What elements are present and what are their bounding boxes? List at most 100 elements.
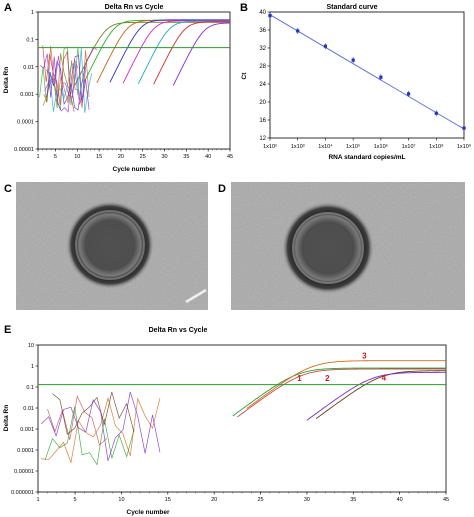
chart-e-x-axis-label: Cycle number [127, 509, 170, 516]
chart-a-x-tick-label: 5 [54, 154, 57, 160]
chart-e-series-line [315, 370, 446, 419]
chart-b-x-tick-label: 1x10⁵ [346, 143, 360, 150]
chart-a-y-tick-label: 0.00001 [14, 147, 34, 153]
chart-e-series-line [237, 368, 446, 418]
chart-e-y-tick-label: 0.001 [20, 427, 34, 433]
chart-a-x-tick-label: 25 [140, 154, 146, 160]
chart-e: Delta Rn vs Cycle 1 5 10 15 20 25 30 35 40 451010… [3, 327, 449, 516]
panel-letter-e: E [4, 324, 11, 336]
chart-e-curve-label: 3 [362, 351, 367, 360]
chart-e-series-noise [41, 396, 161, 464]
chart-b-data-point [406, 92, 411, 96]
chart-a-x-tick-label: 20 [118, 154, 124, 160]
chart-a-series-noise [42, 53, 79, 109]
chart-b-data-point [351, 58, 355, 62]
chart-b-y-tick-label: 36 [259, 28, 266, 34]
chart-e-y-tick-label: 0.0001 [17, 448, 34, 454]
chart-a-x-tick-label: 10 [74, 154, 80, 160]
chart-b-title: Standard curve [327, 4, 378, 11]
chart-e-y-tick-label: 1 [31, 364, 34, 370]
em-image-d [231, 182, 465, 310]
chart-e-series-noise [47, 395, 108, 446]
chart-b-x-tick-label: 1x10⁶ [374, 143, 388, 150]
panel-letter-c: C [4, 183, 12, 195]
chart-a-series-line [137, 20, 230, 84]
chart-b-y-tick-label: 20 [259, 100, 266, 106]
chart-a-x-tick-label: 1 [36, 154, 39, 160]
chart-e-y-axis-label: Delta Rn [3, 405, 10, 431]
chart-a-series-noise [42, 45, 75, 112]
chart-a-y-tick-label: 0.1 [26, 37, 34, 43]
chart-e-x-tick-label: 20 [211, 497, 217, 503]
chart-b-x-axis-label: RNA standard copies/mL [328, 154, 405, 161]
chart-b-y-tick-label: 32 [259, 46, 266, 52]
chart-b-x-tick-label: 1x10² [263, 144, 277, 150]
chart-b-data-point [323, 44, 328, 48]
chart-b-y-tick-label: 24 [259, 82, 266, 88]
chart-b-data-point [268, 14, 272, 18]
chart-b-data-point [296, 29, 300, 33]
chart-b-x-tick-label: 1x10⁹ [457, 143, 471, 150]
chart-b-x-tick-label: 1x10⁷ [402, 143, 416, 150]
chart-e-series-noise [41, 391, 161, 462]
chart-a-y-axis-label: Delta Rn [3, 67, 10, 93]
chart-a-y-tick-label: 1 [31, 10, 34, 16]
chart-b-fit-line [269, 14, 465, 130]
chart-b-data-point [434, 111, 438, 115]
chart-a-x-tick-label: 40 [205, 154, 211, 160]
chart-e-series-noise [44, 406, 135, 466]
chart-e-curve-label: 1 [297, 374, 302, 383]
chart-a: Delta Rn vs Cycle 1 5 10 15 20 25 30 35 40 4510.1… [3, 4, 233, 173]
chart-a-series-noise [46, 60, 86, 111]
chart-a-plot-area [37, 11, 231, 150]
chart-a-series-noise [40, 53, 90, 113]
chart-e-series-line [232, 367, 446, 417]
chart-a-y-tick-label: 0.0001 [17, 120, 34, 126]
chart-a-x-tick-label: 30 [161, 154, 167, 160]
chart-b-y-tick-label: 12 [259, 136, 266, 142]
chart-a-y-tick-label: 0.001 [20, 92, 34, 98]
chart-e-x-tick-label: 35 [350, 497, 356, 503]
chart-e-curve-label: 4 [382, 374, 387, 383]
chart-b-y-axis-label: Ct [241, 72, 248, 80]
chart-e-x-tick-label: 40 [397, 497, 403, 503]
chart-b-y-tick-label: 28 [259, 64, 266, 70]
chart-a-y-tick-label: 0.01 [23, 65, 34, 71]
chart-e-y-tick-label: 0.000001 [11, 490, 34, 496]
chart-e-x-tick-label: 15 [165, 497, 171, 503]
panel-letter-a: A [4, 2, 12, 14]
chart-a-series-line [153, 21, 230, 85]
chart-b-plot-area [269, 11, 465, 139]
chart-e-plot-area [37, 344, 447, 493]
chart-b-y-tick-label: 16 [259, 118, 266, 124]
chart-e-curve-label: 2 [325, 374, 330, 383]
chart-e-x-tick-label: 25 [257, 497, 263, 503]
chart-a-series-line [109, 19, 230, 83]
chart-a-series-line [172, 22, 230, 86]
chart-b-x-tick-label: 1x10³ [291, 144, 305, 150]
chart-a-x-tick-label: 35 [183, 154, 189, 160]
chart-a-x-tick-label: 45 [227, 154, 233, 160]
chart-e-x-tick-label: 30 [304, 497, 310, 503]
panel-letter-b: B [240, 2, 248, 14]
chart-b-data-point [462, 126, 466, 130]
chart-e-y-tick-label: 0.01 [23, 406, 34, 412]
chart-e-x-tick-label: 45 [443, 497, 449, 503]
chart-e-x-tick-label: 5 [74, 497, 77, 503]
chart-e-x-tick-label: 10 [118, 497, 124, 503]
panel-letter-d: D [218, 183, 226, 195]
chart-e-series-noise [52, 391, 135, 435]
chart-a-title: Delta Rn vs Cycle [105, 4, 164, 11]
chart-e-y-tick-label: 0.1 [26, 385, 34, 391]
chart-e-series-line [306, 371, 446, 421]
chart-e-title: Delta Rn vs Cycle [149, 327, 208, 334]
chart-a-series-noise [43, 45, 90, 108]
chart-e-y-tick-label: 0.00001 [14, 469, 34, 475]
chart-b-x-tick-label: 1x10⁴ [318, 143, 333, 150]
chart-e-x-tick-label: 1 [36, 497, 39, 503]
chart-b-x-tick-label: 1x10⁸ [429, 143, 443, 150]
chart-a-x-axis-label: Cycle number [113, 166, 156, 173]
chart-a-x-tick-label: 15 [96, 154, 102, 160]
chart-b-y-tick-label: 40 [259, 10, 266, 16]
